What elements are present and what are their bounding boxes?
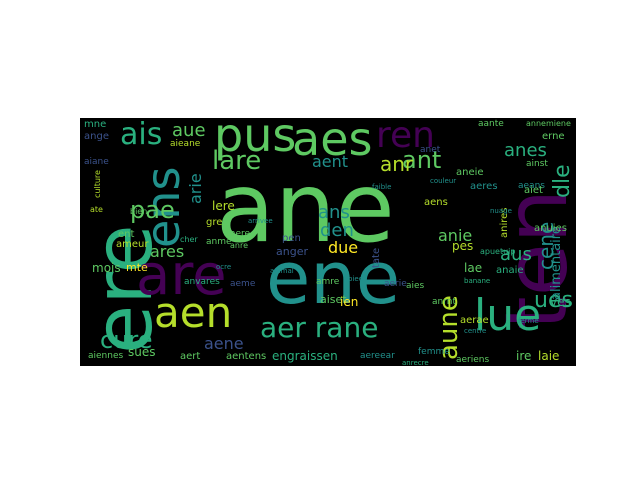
word-ues: ues: [534, 288, 573, 313]
word-aereear: aereear: [360, 351, 395, 361]
word-laie: laie: [538, 349, 560, 363]
word-aiennes: aiennes: [88, 351, 124, 361]
word-aer-rane: aer rane: [260, 311, 379, 344]
word-aeres: aeres: [470, 181, 498, 192]
word-ren: ren: [376, 118, 435, 156]
word-aens: aens: [424, 197, 448, 208]
word-aeme: aeme: [230, 279, 256, 289]
word-aiet: aiet: [524, 185, 543, 196]
word-arie: arie: [186, 173, 205, 204]
word-pus: pus: [214, 118, 297, 162]
word-mne: mne: [84, 119, 107, 130]
word-aerie: aerie: [384, 279, 407, 289]
word-gre: gre: [206, 217, 223, 228]
word-aieane: aieane: [170, 139, 201, 149]
word-anvares: anvares: [184, 277, 220, 287]
word-centre: centre: [464, 327, 487, 335]
word-aies: aies: [406, 281, 425, 291]
word-nuage: nuage: [490, 207, 512, 215]
word-bien: bien: [130, 207, 148, 216]
word-lue: lue: [474, 290, 542, 341]
word-mois: mois: [92, 261, 121, 275]
word-cure: cure: [100, 326, 153, 354]
word-anre: anre: [230, 241, 249, 250]
word-anaie: anaie: [496, 265, 524, 276]
word-annemiene: annemiene: [526, 119, 571, 128]
word-engraissen: engraissen: [272, 349, 338, 363]
word-dle: dle: [550, 164, 575, 198]
word-ais: ais: [120, 118, 163, 152]
word-due: due: [328, 238, 359, 257]
word-ainst: ainst: [526, 159, 548, 169]
word-arrivee: arrivee: [248, 217, 273, 225]
word-ans: ans: [318, 202, 350, 223]
word-cher: cher: [180, 235, 198, 244]
word-aert: aert: [180, 351, 201, 362]
word-ves: ves: [550, 295, 571, 309]
word-culture: culture: [93, 170, 102, 198]
word-pes: pes: [452, 239, 474, 253]
word-pae: pae: [130, 196, 175, 224]
word-aent: aent: [312, 152, 349, 171]
word-aante: aante: [478, 119, 504, 129]
word-are: are: [136, 243, 227, 308]
word-aeans: aeans: [518, 181, 545, 191]
word-anrecre: anrecre: [402, 359, 429, 367]
word-ange: ange: [84, 131, 109, 142]
word-ferme: ferme: [518, 317, 539, 325]
word-aus: aus: [500, 244, 532, 265]
word-aneie: aneie: [456, 167, 484, 178]
word-anie: anie: [438, 226, 473, 245]
word-anme: anme: [206, 237, 232, 247]
word-ameur: ameur: [116, 239, 149, 250]
word-erne: erne: [542, 131, 565, 142]
word-anrnt: anrnt: [432, 297, 456, 307]
word-animal: animal: [270, 267, 294, 275]
word-lae: lae: [464, 261, 483, 275]
word-ene: ene: [266, 236, 401, 320]
word-anr: anr: [380, 152, 414, 176]
word-anes: anes: [504, 140, 547, 161]
word-lare: lare: [212, 146, 262, 176]
word-ent: ent: [118, 229, 135, 240]
word-ant: ant: [402, 146, 442, 174]
word-femme: femme: [418, 347, 450, 357]
word-aere: aere: [230, 229, 251, 239]
word-banane: banane: [464, 277, 491, 285]
word-aiset: aiset: [320, 293, 347, 306]
word-lere: lere: [212, 199, 235, 213]
word-aes: aes: [292, 118, 373, 166]
word-aentens: aentens: [226, 351, 267, 362]
word-ane: ane: [216, 152, 395, 264]
word-tate: tate: [371, 247, 382, 268]
word-sues: sues: [128, 345, 156, 359]
word-aen: aen: [154, 288, 233, 337]
word-ares: ares: [150, 242, 185, 261]
word-alimentaire: alimentaire: [549, 226, 564, 300]
word-anger: anger: [276, 245, 308, 258]
word-aeriens: aeriens: [456, 355, 490, 365]
word-ocre: ocre: [216, 263, 232, 271]
word-anuies: anuies: [534, 223, 567, 234]
word-faible: faible: [372, 183, 392, 191]
word-aerae: aerae: [460, 315, 489, 326]
word-aene: aene: [204, 334, 244, 353]
word-apuetuip: apuetuip: [480, 247, 516, 256]
word-ire: ire: [516, 349, 532, 363]
word-ate: ate: [90, 205, 103, 214]
word-pen: pen: [282, 233, 301, 244]
word-ien: ien: [340, 295, 359, 309]
word-anet: anet: [420, 145, 441, 155]
word-mte: mte: [126, 261, 148, 274]
word-amre: amre: [316, 277, 340, 287]
word-couleur: couleur: [430, 177, 457, 185]
word-pied: pied: [348, 275, 364, 283]
word-aue: aue: [172, 120, 206, 141]
word-aiane: aiane: [84, 157, 109, 167]
word-cloud-image: ane ene ten ere are aes pus ren lue aen …: [80, 118, 576, 366]
word-den: den: [320, 220, 354, 241]
